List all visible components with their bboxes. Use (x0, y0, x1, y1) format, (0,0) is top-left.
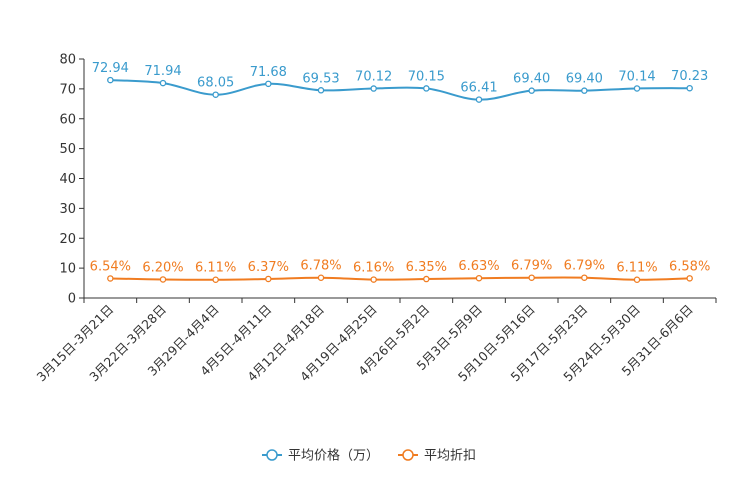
data-point[interactable] (423, 85, 430, 92)
data-point[interactable] (581, 87, 588, 94)
data-point[interactable] (370, 85, 377, 92)
y-axis: 0 10 20 30 40 50 60 70 80 (59, 53, 85, 307)
legend[interactable]: 平均价格（万） 平均折扣 (262, 448, 476, 464)
y-tick-label: 60 (59, 112, 76, 127)
data-point[interactable] (581, 274, 588, 281)
data-point[interactable] (265, 80, 272, 88)
legend-marker-icon (402, 449, 414, 461)
data-point[interactable] (475, 274, 483, 282)
y-tick-label: 0 (68, 292, 76, 307)
data-label: 70.12 (355, 70, 392, 85)
data-label: 69.53 (302, 71, 339, 86)
data-point[interactable] (633, 276, 641, 283)
data-point[interactable] (159, 79, 167, 87)
data-point[interactable] (317, 87, 325, 94)
series-avg-price: 72.94 71.94 68.05 71.68 69.53 70.12 70.15 66.41… (92, 61, 708, 103)
series-line (110, 79, 690, 101)
data-label: 6.63% (458, 259, 499, 274)
data-point[interactable] (107, 76, 114, 84)
data-label: 6.37% (248, 260, 289, 275)
data-label: 71.94 (144, 64, 181, 79)
y-tick-label: 70 (59, 82, 76, 97)
data-point[interactable] (475, 96, 483, 103)
data-label: 66.41 (460, 81, 497, 96)
legend-item-avg-discount[interactable]: 平均折扣 (398, 449, 476, 464)
data-label: 6.16% (353, 261, 394, 276)
legend-item-avg-price[interactable]: 平均价格（万） (262, 448, 379, 464)
data-label: 70.14 (618, 69, 655, 84)
data-label: 69.40 (513, 72, 550, 87)
data-label: 6.54% (90, 259, 131, 274)
data-point[interactable] (423, 275, 430, 283)
series-avg-discount: 6.54% 6.20% 6.11% 6.37% 6.78% 6.16% 6.35% 6.63%… (90, 259, 710, 283)
legend-label: 平均价格（万） (288, 448, 379, 464)
data-point[interactable] (212, 91, 219, 98)
data-label: 6.11% (195, 261, 236, 276)
data-point[interactable] (528, 274, 535, 281)
data-point[interactable] (686, 84, 693, 92)
data-label: 72.94 (92, 61, 129, 76)
data-label: 6.79% (564, 259, 605, 274)
data-point[interactable] (212, 276, 219, 283)
series-layer: 72.94 71.94 68.05 71.68 69.53 70.12 70.15 66.41… (90, 61, 710, 283)
y-tick-label: 20 (59, 232, 76, 247)
legend-marker-icon (266, 449, 278, 461)
x-axis: 3月15日-3月21日3月22日-3月28日3月29日-4月4日4月5日-4月1… (34, 297, 717, 384)
data-label: 69.40 (566, 72, 603, 87)
y-tick-label: 80 (59, 53, 76, 68)
data-label: 6.79% (511, 259, 552, 274)
data-point[interactable] (159, 276, 167, 283)
legend-label: 平均折扣 (424, 449, 476, 464)
data-point[interactable] (317, 274, 325, 281)
data-label: 6.11% (616, 261, 657, 276)
y-tick-label: 30 (59, 202, 76, 217)
data-point[interactable] (265, 275, 272, 283)
data-point[interactable] (528, 87, 535, 94)
data-point[interactable] (633, 85, 641, 92)
data-label: 71.68 (250, 65, 287, 80)
series-line (110, 276, 690, 281)
data-point[interactable] (686, 275, 693, 282)
data-label: 6.58% (669, 259, 710, 274)
data-label: 6.35% (406, 260, 447, 275)
data-point[interactable] (107, 275, 114, 282)
data-point[interactable] (370, 276, 377, 283)
data-label: 70.15 (408, 69, 445, 84)
y-tick-label: 50 (59, 142, 76, 157)
y-tick-label: 40 (59, 172, 76, 187)
data-label: 70.23 (671, 69, 708, 84)
y-tick-label: 10 (59, 262, 76, 277)
data-label: 68.05 (197, 76, 234, 91)
data-label: 6.20% (142, 260, 183, 275)
data-label: 6.78% (300, 259, 341, 274)
